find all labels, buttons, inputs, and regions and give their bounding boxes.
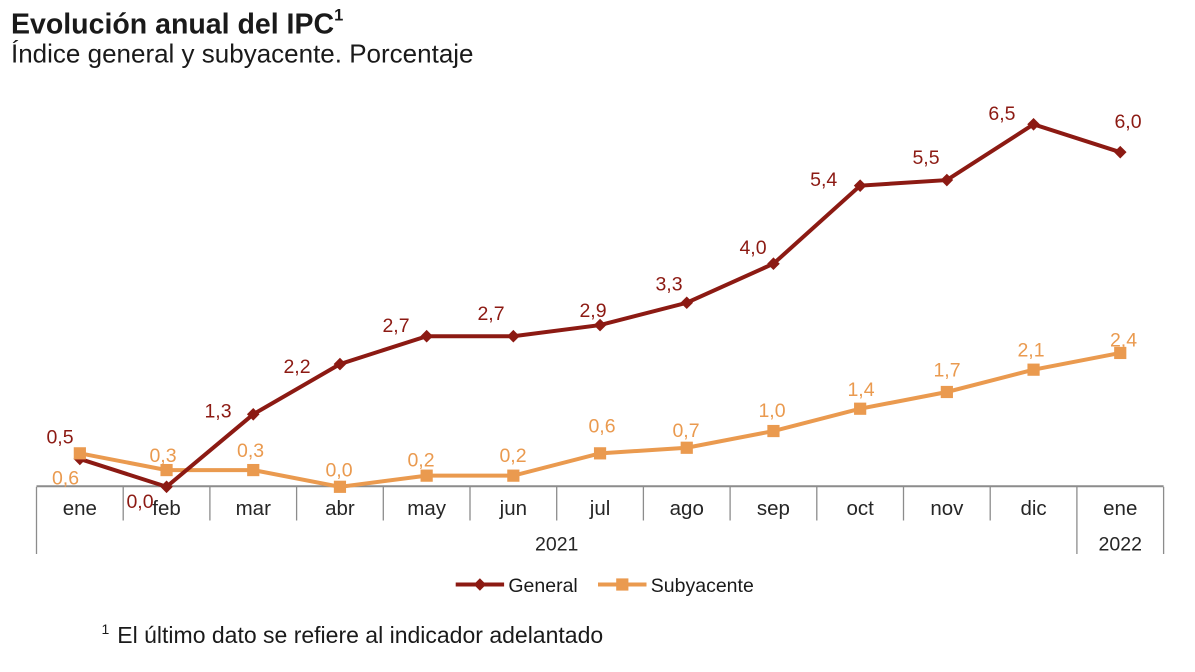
svg-text:Índice general y subyacente. P: Índice general y subyacente. Porcentaje [11, 39, 474, 69]
svg-text:1,7: 1,7 [933, 360, 960, 382]
svg-text:2022: 2022 [1099, 534, 1142, 556]
svg-text:0,2: 0,2 [499, 445, 526, 467]
svg-text:0,5: 0,5 [46, 427, 73, 449]
svg-text:may: may [407, 497, 446, 520]
svg-text:4,0: 4,0 [739, 237, 766, 259]
svg-text:mar: mar [236, 497, 271, 520]
svg-text:0,7: 0,7 [672, 420, 699, 442]
svg-text:abr: abr [325, 497, 355, 520]
svg-text:1,4: 1,4 [847, 379, 874, 401]
svg-text:1: 1 [102, 621, 110, 637]
svg-text:2,9: 2,9 [579, 300, 606, 322]
svg-text:0,0: 0,0 [126, 491, 153, 513]
svg-text:2,7: 2,7 [382, 315, 409, 337]
svg-text:ene: ene [1103, 497, 1137, 520]
svg-text:nov: nov [930, 497, 964, 520]
svg-text:2,7: 2,7 [477, 303, 504, 325]
svg-text:1,3: 1,3 [204, 400, 231, 422]
svg-text:6,5: 6,5 [988, 103, 1015, 125]
svg-text:jul: jul [589, 497, 611, 520]
svg-text:0,3: 0,3 [237, 440, 264, 462]
svg-text:0,3: 0,3 [149, 445, 176, 467]
svg-text:dic: dic [1020, 497, 1046, 520]
svg-text:1,0: 1,0 [758, 400, 785, 422]
svg-text:General: General [508, 575, 577, 597]
svg-text:sep: sep [757, 497, 790, 520]
svg-text:0,0: 0,0 [325, 459, 352, 481]
svg-text:ago: ago [670, 497, 704, 520]
svg-text:5,5: 5,5 [912, 147, 939, 169]
svg-text:Evolución anual del IPC1: Evolución anual del IPC1 [11, 7, 343, 41]
svg-text:0,6: 0,6 [52, 468, 79, 490]
svg-text:jun: jun [499, 497, 527, 520]
svg-text:0,6: 0,6 [588, 416, 615, 438]
svg-text:Subyacente: Subyacente [651, 575, 754, 597]
svg-text:0,2: 0,2 [407, 450, 434, 472]
svg-text:El último dato se refiere al i: El último dato se refiere al indicador a… [117, 622, 603, 648]
svg-text:5,4: 5,4 [810, 169, 837, 191]
svg-text:3,3: 3,3 [655, 273, 682, 295]
svg-text:feb: feb [152, 497, 181, 520]
svg-text:2021: 2021 [535, 534, 578, 556]
svg-text:6,0: 6,0 [1114, 111, 1141, 133]
svg-text:2,4: 2,4 [1110, 330, 1137, 352]
svg-text:oct: oct [846, 497, 874, 520]
svg-text:ene: ene [63, 497, 97, 520]
svg-text:2,1: 2,1 [1017, 340, 1044, 362]
svg-text:2,2: 2,2 [283, 356, 310, 378]
